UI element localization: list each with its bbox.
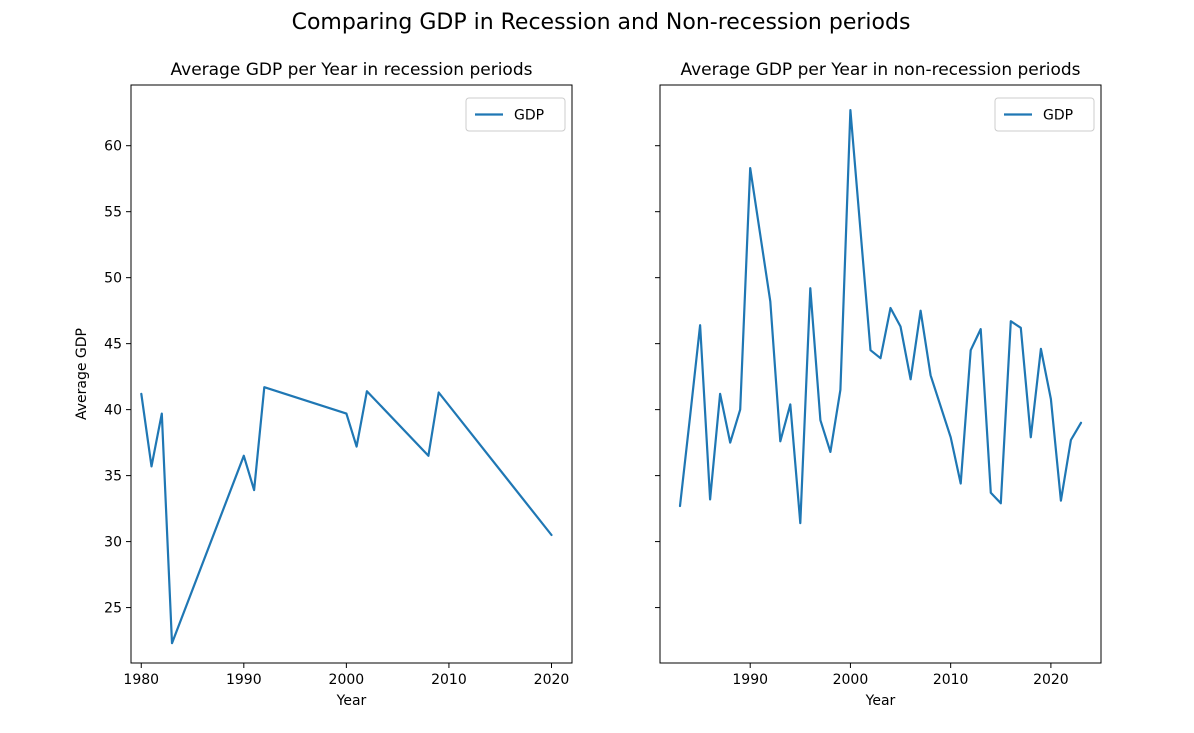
x-tick-label: 2000 [329, 672, 365, 688]
subplot-1: Average GDP per Year in recession period… [74, 60, 573, 709]
x-tick-label: 2000 [833, 672, 869, 688]
y-tick-label: 45 [104, 337, 122, 353]
x-tick-label: 2020 [1033, 672, 1069, 688]
subplot-2: Average GDP per Year in non-recession pe… [655, 60, 1102, 709]
y-axis-label: Average GDP [74, 328, 90, 420]
y-tick-label: 50 [104, 271, 122, 287]
legend-label: GDP [1043, 108, 1073, 124]
x-tick-label: 2010 [933, 672, 969, 688]
legend-label: GDP [514, 108, 544, 124]
legend-box [465, 97, 566, 132]
axes-layer: Average GDP per Year in recession period… [74, 60, 1102, 709]
x-tick-label: 1990 [732, 672, 768, 688]
legend: GDP [465, 97, 566, 132]
x-axis-label: Year [336, 693, 367, 709]
x-axis-label: Year [865, 693, 896, 709]
series-line-gdp [140, 386, 553, 645]
legend: GDP [994, 97, 1095, 132]
x-tick-label: 1990 [226, 672, 262, 688]
x-tick-label: 1980 [123, 672, 159, 688]
figure-title: Comparing GDP in Recession and Non-reces… [292, 10, 911, 35]
axes-frame [659, 84, 1102, 664]
legend-box [994, 97, 1095, 132]
axes-frame [130, 84, 573, 664]
y-tick-label: 30 [104, 535, 122, 551]
y-tick-label: 25 [104, 601, 122, 617]
y-tick-label: 60 [104, 139, 122, 155]
y-tick-label: 40 [104, 403, 122, 419]
x-tick-label: 2020 [534, 672, 570, 688]
subplot-title: Average GDP per Year in non-recession pe… [680, 60, 1080, 80]
x-tick-label: 2010 [431, 672, 467, 688]
y-tick-label: 55 [104, 205, 122, 221]
series-line-gdp [678, 108, 1083, 525]
subplot-title: Average GDP per Year in recession period… [171, 60, 533, 80]
y-tick-label: 35 [104, 469, 122, 485]
